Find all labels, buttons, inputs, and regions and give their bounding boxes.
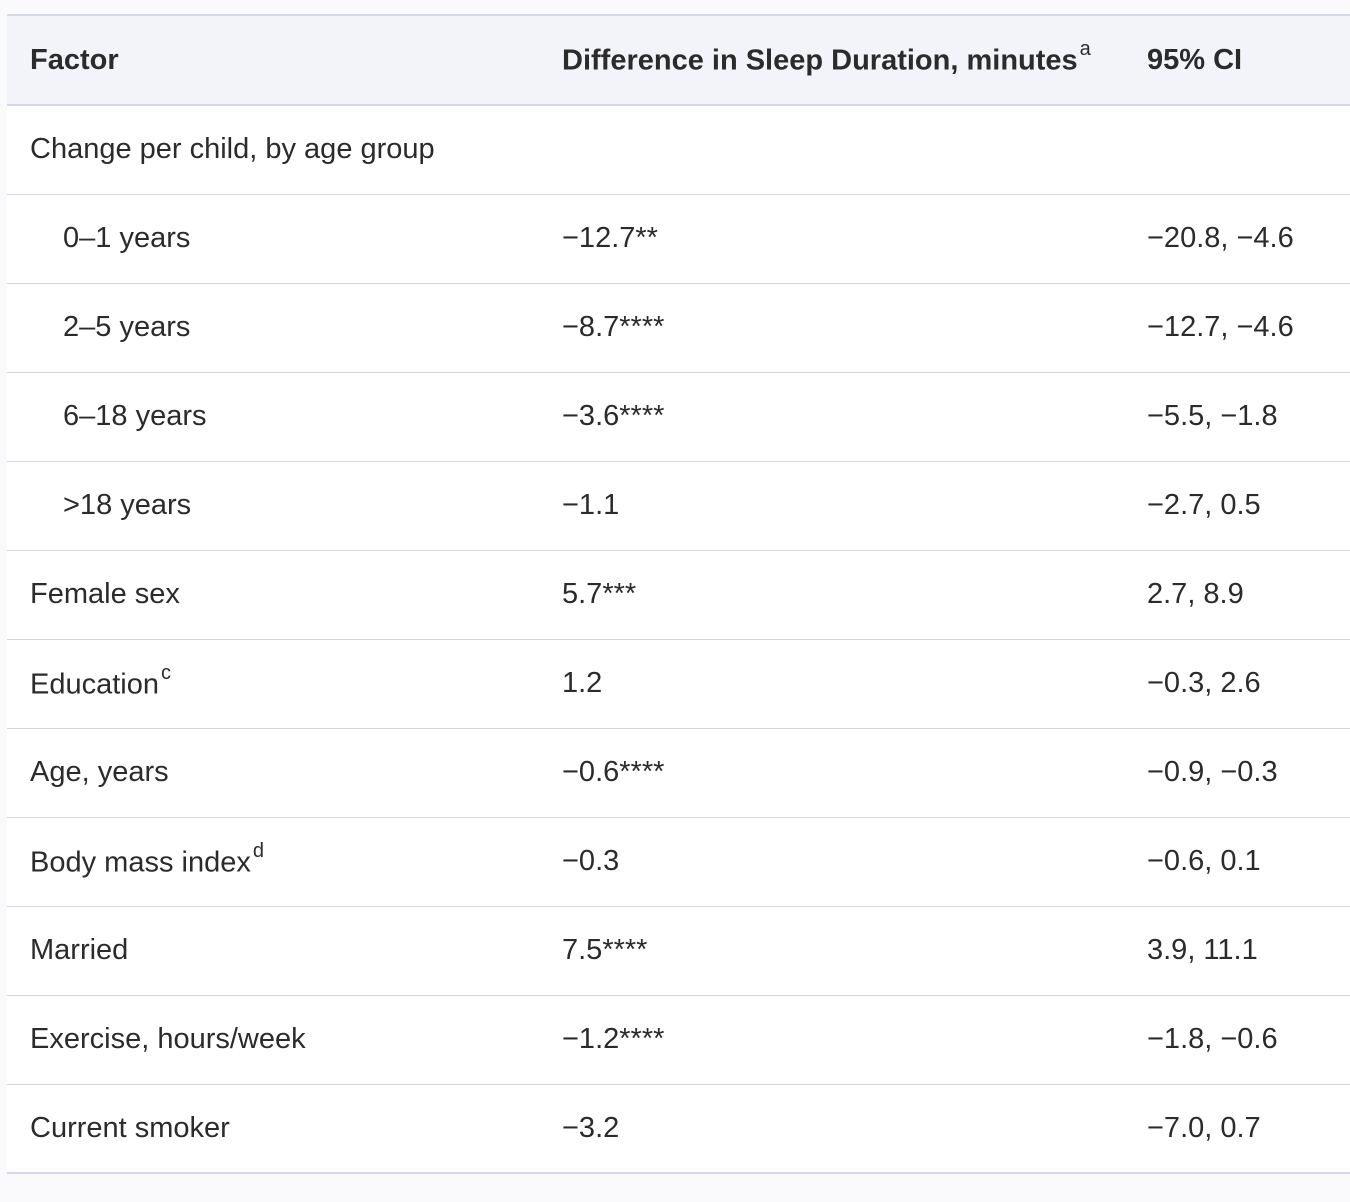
cell-factor: Body mass index d bbox=[7, 817, 538, 906]
cell-ci: −20.8, −4.6 bbox=[1147, 222, 1294, 254]
table-row: 6–18 years −3.6**** −5.5, −1.8 bbox=[7, 372, 1350, 461]
cell-ci: −0.3, 2.6 bbox=[1147, 667, 1261, 699]
cell-ci: −7.0, 0.7 bbox=[1147, 1111, 1261, 1144]
factor-label: Age, years bbox=[30, 756, 169, 788]
table-row: Current smoker −3.2 −7.0, 0.7 bbox=[7, 1084, 1350, 1173]
footnote-marker: a bbox=[1079, 38, 1091, 61]
cell-difference: −1.1 bbox=[562, 489, 620, 521]
table-row: Female sex 5.7*** 2.7, 8.9 bbox=[7, 550, 1350, 639]
cell-ci: −0.6, 0.1 bbox=[1147, 845, 1261, 877]
cell-factor: Current smoker bbox=[7, 1084, 538, 1173]
cell-difference: −8.7**** bbox=[562, 311, 665, 343]
footnote-marker: c bbox=[161, 661, 171, 684]
cell-difference: 7.5**** bbox=[562, 934, 648, 966]
header-difference: Difference in Sleep Duration, minutes a bbox=[538, 15, 1147, 105]
cell-ci: −1.8, −0.6 bbox=[1147, 1023, 1278, 1055]
cell-difference: −12.7** bbox=[562, 222, 658, 254]
table-row: Education c 1.2 −0.3, 2.6 bbox=[7, 639, 1350, 728]
header-ci: 95% CI bbox=[1147, 43, 1243, 76]
factor-label: 0–1 years bbox=[63, 222, 191, 254]
footnote-marker: d bbox=[252, 839, 264, 862]
cell-factor: Age, years bbox=[7, 728, 538, 817]
cell-ci: −5.5, −1.8 bbox=[1147, 400, 1278, 432]
cell-factor: 6–18 years bbox=[7, 372, 538, 461]
factor-label: Body mass index bbox=[30, 846, 251, 879]
factor-label: Exercise, hours/week bbox=[30, 1023, 306, 1055]
cell-factor: Married bbox=[7, 906, 538, 995]
cell-difference bbox=[538, 105, 1147, 194]
results-table: Factor Difference in Sleep Duration, min… bbox=[7, 14, 1350, 1174]
cell-difference: −3.2 bbox=[562, 1111, 620, 1144]
factor-label: 6–18 years bbox=[63, 400, 207, 432]
cell-factor: Female sex bbox=[7, 550, 538, 639]
cell-difference: −1.2**** bbox=[562, 1023, 665, 1055]
table-row: 2–5 years −8.7**** −12.7, −4.6 bbox=[7, 283, 1350, 372]
table-row: Exercise, hours/week −1.2**** −1.8, −0.6 bbox=[7, 995, 1350, 1084]
cell-factor: 2–5 years bbox=[7, 283, 538, 372]
table-row: Change per child, by age group bbox=[7, 105, 1350, 194]
factor-label: Change per child, by age group bbox=[30, 133, 435, 166]
cell-difference: −3.6**** bbox=[562, 400, 665, 432]
cell-factor: Education c bbox=[7, 639, 538, 728]
table-row: 0–1 years −12.7** −20.8, −4.6 bbox=[7, 194, 1350, 283]
cell-difference: 5.7*** bbox=[562, 578, 637, 610]
factor-label: Female sex bbox=[30, 578, 180, 610]
cell-factor: Exercise, hours/week bbox=[7, 995, 538, 1084]
cell-ci: −12.7, −4.6 bbox=[1147, 311, 1294, 343]
header-factor: Factor bbox=[30, 43, 119, 76]
cell-ci: 2.7, 8.9 bbox=[1147, 578, 1244, 610]
cell-ci: 3.9, 11.1 bbox=[1147, 934, 1258, 966]
table-header-row: Factor Difference in Sleep Duration, min… bbox=[7, 15, 1350, 105]
factor-label: Education bbox=[30, 668, 159, 701]
table-row: >18 years −1.1 −2.7, 0.5 bbox=[7, 461, 1350, 550]
cell-ci bbox=[1147, 105, 1350, 194]
factor-label: Married bbox=[30, 934, 129, 966]
cell-ci: −0.9, −0.3 bbox=[1147, 756, 1278, 788]
factor-label: Current smoker bbox=[30, 1111, 230, 1144]
cell-difference: −0.3 bbox=[562, 845, 620, 877]
cell-difference: −0.6**** bbox=[562, 756, 665, 788]
table-row: Body mass index d −0.3 −0.6, 0.1 bbox=[7, 817, 1350, 906]
cell-factor: >18 years bbox=[7, 461, 538, 550]
cell-factor: Change per child, by age group bbox=[7, 105, 538, 194]
cell-difference: 1.2 bbox=[562, 667, 603, 699]
header-difference-label: Difference in Sleep Duration, minutes bbox=[562, 44, 1078, 77]
cell-ci: −2.7, 0.5 bbox=[1147, 489, 1261, 521]
cell-factor: 0–1 years bbox=[7, 194, 538, 283]
table-row: Age, years −0.6**** −0.9, −0.3 bbox=[7, 728, 1350, 817]
factor-label: 2–5 years bbox=[63, 311, 191, 343]
factor-label: >18 years bbox=[63, 489, 192, 521]
results-table-container: Factor Difference in Sleep Duration, min… bbox=[7, 14, 1350, 1174]
table-row: Married 7.5**** 3.9, 11.1 bbox=[7, 906, 1350, 995]
